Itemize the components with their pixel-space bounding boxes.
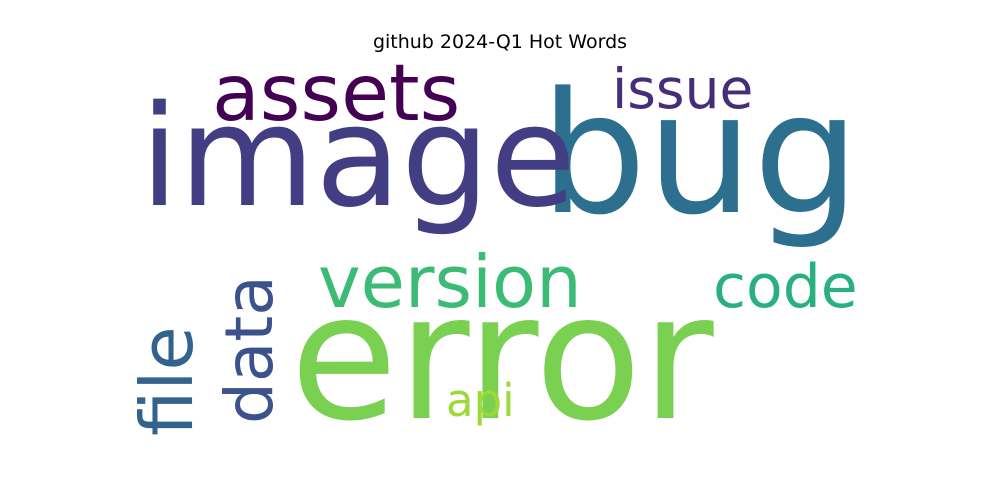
word-file: file (125, 326, 209, 436)
word-data: data (211, 275, 288, 424)
word-version: version (318, 240, 582, 324)
word-assets: assets (212, 49, 460, 139)
word-api: api (446, 374, 515, 427)
word-bug: bug (540, 56, 860, 252)
word-issue: issue (612, 57, 753, 121)
word-image: image (140, 76, 576, 239)
word-code: code (713, 252, 858, 322)
word-error: error (290, 257, 714, 460)
chart-title: github 2024-Q1 Hot Words (372, 31, 628, 53)
